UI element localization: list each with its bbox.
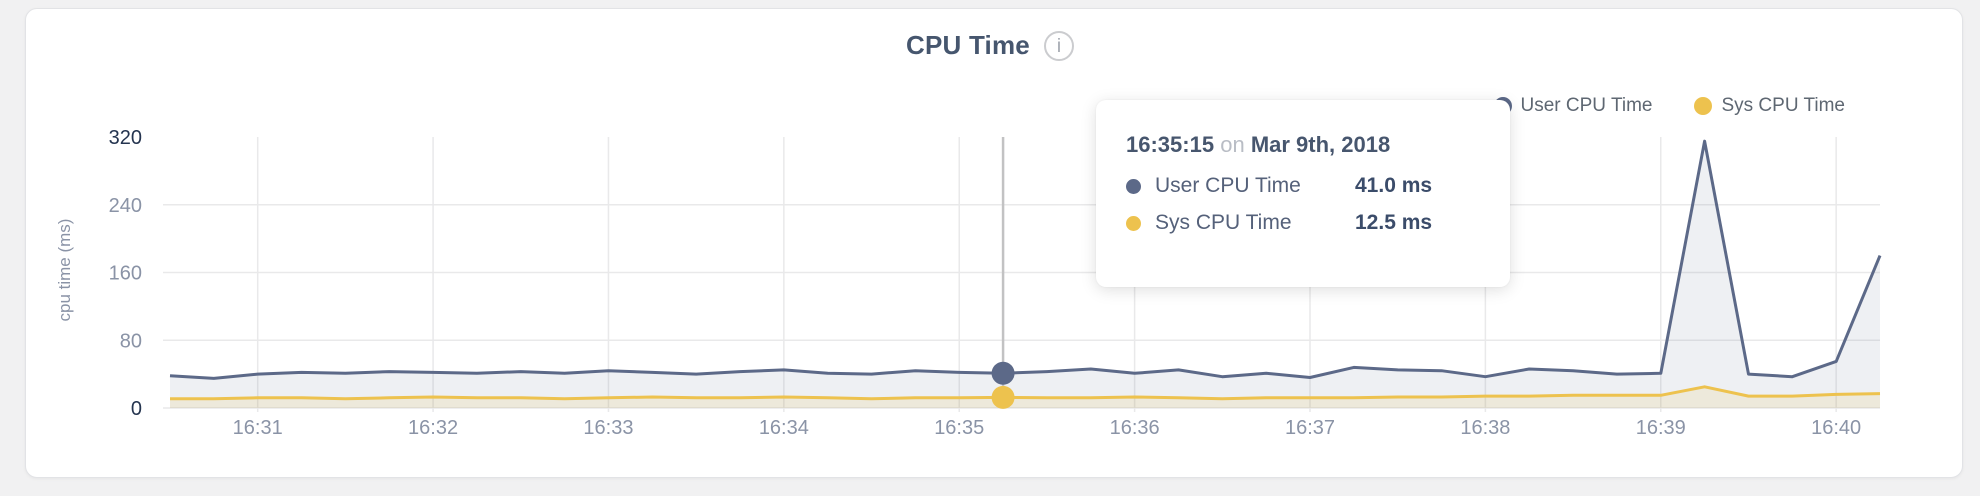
sys-series-dot-icon — [1694, 97, 1713, 115]
user-series-area — [170, 141, 1880, 408]
tooltip-row-sys: Sys CPU Time 12.5 ms — [1126, 211, 1482, 235]
x-tick-label: 16:38 — [1460, 417, 1510, 439]
user-series-line — [169, 139, 1882, 380]
hover-tooltip: 16:35:15 on Mar 9th, 2018 User CPU Time … — [1096, 100, 1510, 287]
x-tick-label: 16:32 — [408, 417, 458, 439]
y-tick-label: 240 — [109, 195, 142, 217]
hover-dot-user — [991, 361, 1015, 385]
legend-item-sys-cpu-time[interactable]: Sys CPU Time — [1694, 95, 1845, 117]
tooltip-series-label: Sys CPU Time — [1155, 211, 1292, 234]
y-tick-label: 160 — [109, 263, 142, 285]
tooltip-date: Mar 9th, 2018 — [1250, 132, 1391, 157]
chart-header: CPU Time i — [0, 30, 1980, 61]
y-tick-label: 0 — [131, 398, 142, 420]
y-axis-title: cpu time (ms) — [55, 218, 74, 322]
x-tick-label: 16:33 — [583, 417, 633, 439]
chart-legend: User CPU Time Sys CPU Time — [1493, 95, 1845, 117]
x-tick-label: 16:37 — [1285, 417, 1335, 439]
tooltip-connector: on — [1220, 132, 1245, 157]
x-tick-label: 16:34 — [759, 417, 809, 439]
sys-series-line — [170, 385, 1881, 401]
y-tick-label: 80 — [120, 330, 142, 352]
legend-label: User CPU Time — [1520, 95, 1653, 116]
user-series-dot-icon — [1126, 178, 1141, 194]
tooltip-row-user: User CPU Time 41.0 ms — [1126, 174, 1482, 198]
x-tick-label: 16:36 — [1110, 417, 1160, 439]
legend-label: Sys CPU Time — [1721, 95, 1845, 116]
x-tick-label: 16:35 — [934, 417, 984, 439]
info-icon[interactable]: i — [1043, 30, 1074, 61]
y-tick-label: 320 — [109, 127, 142, 149]
x-tick-label: 16:31 — [233, 417, 283, 439]
sys-series-area — [170, 386, 1880, 408]
tooltip-series-value: 12.5 ms — [1355, 211, 1433, 234]
x-tick-label: 16:39 — [1636, 417, 1686, 439]
hover-dot-sys — [991, 385, 1015, 409]
sys-series-dot-icon — [1126, 215, 1141, 231]
x-tick-label: 16:40 — [1811, 417, 1861, 439]
tooltip-time: 16:35:15 — [1126, 132, 1215, 157]
chart-title: CPU Time — [906, 30, 1030, 60]
tooltip-series-value: 41.0 ms — [1355, 174, 1433, 197]
legend-item-user-cpu-time[interactable]: User CPU Time — [1493, 95, 1653, 117]
tooltip-header: 16:35:15 on Mar 9th, 2018 — [1126, 132, 1482, 158]
tooltip-series-label: User CPU Time — [1155, 174, 1301, 197]
